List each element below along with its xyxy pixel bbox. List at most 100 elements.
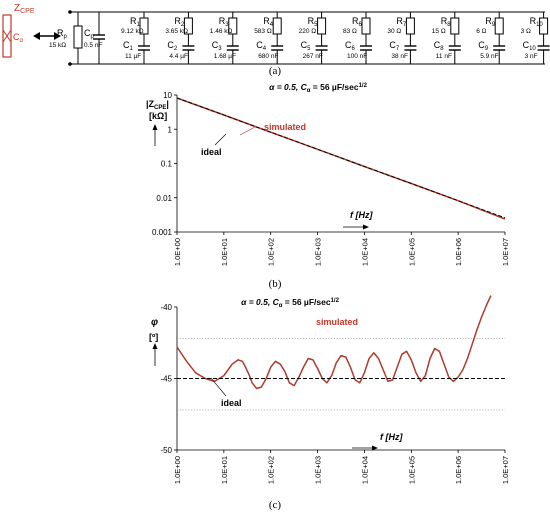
- chart-c-y-tick-label: -50: [160, 446, 172, 455]
- phase-plot-title: α = 0.5, Cα = 56 µF/sec1/2: [241, 297, 339, 309]
- chart-c-x-tick-label: 1.0E+03: [314, 456, 323, 484]
- branch-c-value-8: 11 nF: [436, 53, 452, 60]
- rp-value: 15 kΩ: [49, 42, 66, 49]
- branch-resistor-5: [317, 17, 327, 35]
- branch-r-value-7: 30 Ω: [387, 28, 401, 35]
- chart-b-series-simulated: [176, 97, 506, 220]
- branch-r-label-7: R7: [396, 16, 407, 28]
- branch-c-value-7: 38 nF: [391, 53, 408, 60]
- chart-b-y-tick-label: 0.1: [161, 160, 173, 169]
- simulated-annotation-c: simulated: [316, 317, 358, 327]
- cpe-label: ZCPE: [14, 3, 35, 15]
- branch-c-label-7: C7: [389, 40, 400, 52]
- panel-label-c: (c): [269, 499, 282, 511]
- branch-r-value-4: 583 Ω: [254, 28, 272, 35]
- phase-ylabel-symbol: φ: [151, 317, 158, 328]
- cp-label: Cp: [84, 28, 95, 40]
- phase-xlabel: f [Hz]: [380, 432, 403, 442]
- cpe-box: [2, 14, 12, 58]
- chart-b-series-ideal: [176, 97, 506, 219]
- chart-b-x-tick-label: 1.0E+03: [314, 238, 323, 266]
- chart-c-series-simulated: [176, 295, 492, 390]
- branch-resistor-9: [494, 17, 504, 35]
- magnitude-xlabel: f [Hz]: [350, 210, 373, 220]
- phase-ylabel-arrow: [152, 343, 158, 366]
- equivalence-arrow: [33, 32, 61, 40]
- cpe-cross-2: [2, 29, 12, 43]
- chart-b-x-tick-label: 1.0E+02: [267, 238, 276, 266]
- branch-resistor-6: [361, 17, 371, 35]
- phase-plot: α = 0.5, Cα = 56 µF/sec1/2 φ [º] 1.0E+00…: [149, 295, 510, 484]
- branch-c-label-8: C8: [434, 40, 445, 52]
- chart-b-x-tick-label: 1.0E+00: [173, 238, 182, 266]
- branch-r-label-3: R3: [219, 16, 230, 28]
- chart-b-x-tick-label: 1.0E+06: [454, 238, 463, 266]
- chart-c-x-tick-label: 1.0E+07: [501, 456, 510, 484]
- chart-b-x-tick-label: 1.0E+05: [407, 238, 416, 266]
- simulated-leader-b: [239, 126, 256, 136]
- branch-c-label-10: C10: [523, 40, 537, 52]
- ideal-annotation-c: ideal: [221, 398, 242, 408]
- chart-b-x-tick-label: 1.0E+04: [360, 238, 369, 266]
- branch-r-label-5: R5: [308, 16, 319, 28]
- branch-c-label-9: C9: [478, 40, 489, 52]
- branch-c-value-9: 5.9 nF: [480, 53, 498, 60]
- branch-r-value-10: 3 Ω: [521, 28, 531, 35]
- branch-r-label-8: R8: [441, 16, 452, 28]
- chart-b-y-tick-label: 1: [168, 125, 173, 134]
- magnitude-plot: α = 0.5, Cα = 56 µF/sec1/2 |ZCPE| [kΩ] 1…: [146, 82, 510, 266]
- circuit-diagram: ZCPE Cα Rp 15 kΩ: [2, 3, 550, 66]
- branch-r-value-2: 3.65 kΩ: [165, 28, 188, 35]
- branch-r-label-2: R2: [174, 16, 185, 28]
- chart-c-x-tick-label: 1.0E+06: [454, 456, 463, 484]
- branch-c-value-4: 680 nF: [258, 53, 278, 60]
- branch-r-value-5: 220 Ω: [299, 28, 317, 35]
- rc-branch-9: R96 Ω C95.9 nF: [476, 12, 506, 64]
- cpe-element: ZCPE Cα: [2, 3, 35, 58]
- node-bottom: [68, 62, 72, 66]
- ideal-annotation-b: ideal: [201, 147, 222, 157]
- node-top: [68, 10, 72, 14]
- chart-b-y-tick-label: 0.001: [152, 228, 173, 237]
- branch-c-label-6: C6: [345, 40, 356, 52]
- branch-c-label-2: C2: [167, 40, 178, 52]
- chart-c-x-tick-label: 1.0E+04: [360, 456, 369, 484]
- branch-r-label-6: R6: [352, 16, 363, 28]
- branch-resistor-7: [405, 17, 415, 35]
- chart-b-y-tick-label: 10: [163, 91, 172, 100]
- phase-ylabel-unit: [º]: [149, 332, 158, 342]
- branch-c-label-1: C1: [123, 40, 134, 52]
- branch-r-label-4: R4: [263, 16, 274, 28]
- magnitude-ylabel-line2: [kΩ]: [149, 111, 167, 121]
- branch-c-label-5: C5: [301, 40, 312, 52]
- chart-c-y-tick-label: -45: [160, 375, 172, 384]
- rp-resistor: Rp 15 kΩ: [49, 12, 83, 64]
- magnitude-plot-title: α = 0.5, Cα = 56 µF/sec1/2: [269, 82, 367, 94]
- chart-c-x-tick-label: 1.0E+00: [173, 456, 182, 484]
- magnitude-ylabel-arrow: [152, 124, 158, 146]
- branch-c-value-3: 1.68 µF: [214, 53, 236, 60]
- chart-b-x-tick-label: 1.0E+01: [220, 238, 229, 266]
- magnitude-ylabel-line1: |ZCPE|: [146, 99, 169, 111]
- branch-c-label-3: C3: [212, 40, 223, 52]
- branch-c-value-1: 11 µF: [125, 53, 141, 60]
- branch-r-value-1: 9.12 kΩ: [121, 28, 144, 35]
- branch-resistor-4: [272, 17, 282, 35]
- ideal-leader-c: [210, 377, 227, 397]
- chart-b-x-tick-label: 1.0E+07: [501, 238, 510, 266]
- rc-branch-3: R31.46 kΩ C31.68 µF: [210, 12, 239, 64]
- branch-c-label-4: C4: [256, 40, 267, 52]
- branch-c-value-5: 267 nF: [303, 53, 323, 60]
- branch-resistor-8: [450, 17, 460, 35]
- branch-r-label-1: R1: [130, 16, 141, 28]
- cp-capacitor: Cp 0.5 nF: [84, 12, 105, 64]
- panel-label-a: (a): [269, 65, 282, 77]
- chart-c-x-tick-label: 1.0E+05: [407, 456, 416, 484]
